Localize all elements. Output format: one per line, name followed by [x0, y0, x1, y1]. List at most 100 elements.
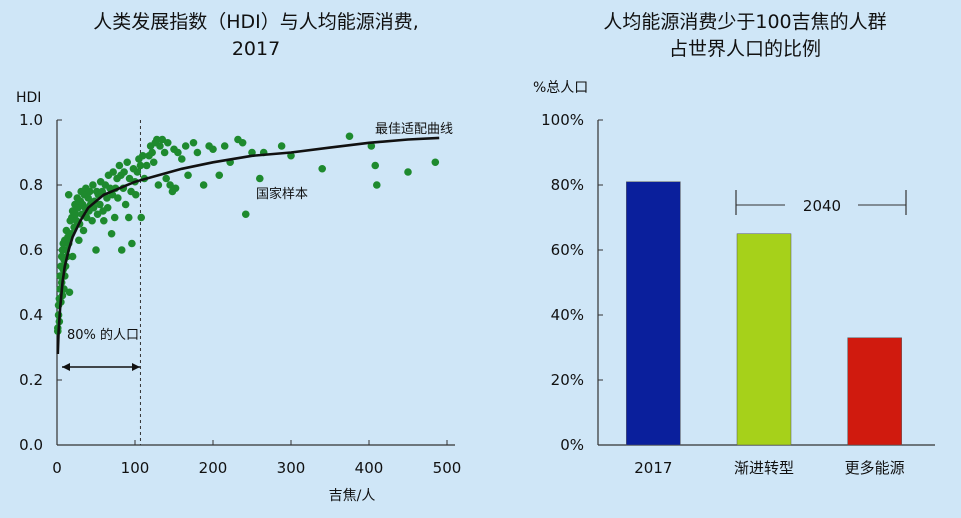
country-point [154, 181, 163, 189]
country-point [189, 138, 198, 147]
arrow-head-left [62, 363, 70, 371]
country-point [124, 213, 133, 222]
country-point [88, 216, 96, 225]
country-point [123, 158, 131, 167]
country-point [199, 181, 208, 189]
country-point [103, 194, 111, 202]
population-share-annotation: 80% 的人口 [67, 327, 139, 343]
country-point [277, 142, 286, 150]
country-point [171, 184, 180, 193]
right-y-tick-label: 100% [541, 111, 584, 129]
country-point [64, 190, 73, 199]
left-x-tick-label: 300 [277, 459, 306, 477]
country-point [160, 148, 169, 157]
country-point [89, 181, 97, 189]
country-point [65, 288, 74, 297]
country-point [79, 226, 88, 235]
country-point [137, 213, 146, 222]
country-point [85, 187, 94, 196]
country-point [121, 200, 130, 209]
bar-category-label: 2017 [634, 459, 672, 477]
country-point [220, 142, 229, 150]
country-point [93, 210, 102, 219]
right-y-tick-label: 80% [551, 176, 584, 194]
country-point [162, 174, 170, 183]
country-point [373, 181, 381, 189]
bars: 2017 渐进转型 更多能源 [626, 181, 905, 477]
left-y-tick-label: 0.0 [19, 436, 43, 454]
country-point [255, 174, 264, 183]
left-x-axis-label: 吉焦/人 [329, 488, 376, 504]
country-point [238, 138, 247, 147]
bracket-label: 2040 [803, 197, 841, 215]
right-chart-title: 人均能源消费少于100吉焦的人群 [603, 11, 886, 33]
arrow-head-right [132, 363, 140, 371]
country-sample-label: 国家样本 [256, 186, 308, 202]
country-point [404, 168, 412, 176]
country-point [115, 161, 124, 170]
left-x-tick-label: 500 [433, 459, 462, 477]
right-y-tick-label: 60% [551, 241, 584, 259]
left-x-tick-label: 0 [52, 459, 62, 477]
country-point [209, 145, 217, 154]
country-point [166, 181, 174, 189]
country-point [125, 174, 134, 183]
country-point [153, 135, 161, 144]
country-point [107, 229, 116, 238]
country-point [139, 151, 147, 160]
right-y-axis-label: %总人口 [533, 80, 588, 96]
left-y-tick-label: 0.6 [19, 241, 43, 259]
country-point [148, 148, 156, 157]
left-y-tick-label: 0.4 [19, 306, 43, 324]
right-y-tick-label: 20% [551, 371, 584, 389]
best-fit-curve [56, 136, 440, 355]
country-point [158, 135, 167, 144]
country-point [431, 158, 440, 167]
bracket-2040: 2040 [735, 190, 907, 215]
bar-2 [847, 337, 902, 446]
country-point [318, 164, 327, 173]
right-chart-subtitle: 占世界人口的比例 [669, 38, 821, 60]
country-point [371, 161, 380, 170]
country-point [178, 155, 186, 163]
country-point [114, 194, 122, 202]
country-point [100, 216, 108, 225]
country-point [174, 148, 182, 157]
country-point [68, 252, 77, 261]
left-x-tick-label: 100 [121, 459, 150, 477]
bar-0 [626, 181, 681, 446]
left-y-ticks: 0.0 0.2 0.4 0.6 0.8 1.0 [19, 111, 62, 454]
country-point [181, 142, 190, 150]
country-point [109, 168, 117, 176]
bar-category-label: 更多能源 [845, 459, 905, 477]
energy-population-bar-panel: 人均能源消费少于100吉焦的人群 占世界人口的比例 %总人口 0% 20% 40% 6… [533, 11, 935, 477]
left-chart-subtitle: 2017 [232, 38, 280, 60]
country-point [345, 132, 354, 141]
left-x-ticks: 0 100 200 300 400 500 [52, 440, 461, 477]
country-point [103, 203, 112, 212]
best-fit-curve-label: 最佳适配曲线 [375, 122, 453, 137]
bar-1 [736, 233, 792, 446]
country-point [156, 142, 164, 150]
country-point [71, 210, 80, 219]
right-y-tick-label: 0% [560, 436, 584, 454]
bar-category-label: 渐进转型 [734, 459, 794, 477]
country-point [163, 138, 172, 147]
country-point [241, 210, 250, 219]
country-point [128, 239, 136, 248]
country-point [110, 213, 119, 222]
country-point [184, 171, 192, 180]
left-y-tick-label: 0.8 [19, 176, 43, 194]
hdi-scatter-panel: 人类发展指数（HDI）与人均能源消费, 2017 HDI 吉焦/人 0.0 0.2… [16, 11, 461, 504]
country-point [215, 171, 224, 180]
country-point [142, 161, 151, 170]
right-y-ticks: 0% 20% 40% 60% 80% 100% [541, 111, 603, 454]
country-point [367, 142, 376, 150]
left-y-tick-label: 1.0 [19, 111, 43, 129]
country-point [131, 190, 140, 199]
right-y-tick-label: 40% [551, 306, 584, 324]
country-point [92, 246, 100, 254]
country-point [120, 168, 128, 176]
left-x-tick-label: 400 [355, 459, 384, 477]
